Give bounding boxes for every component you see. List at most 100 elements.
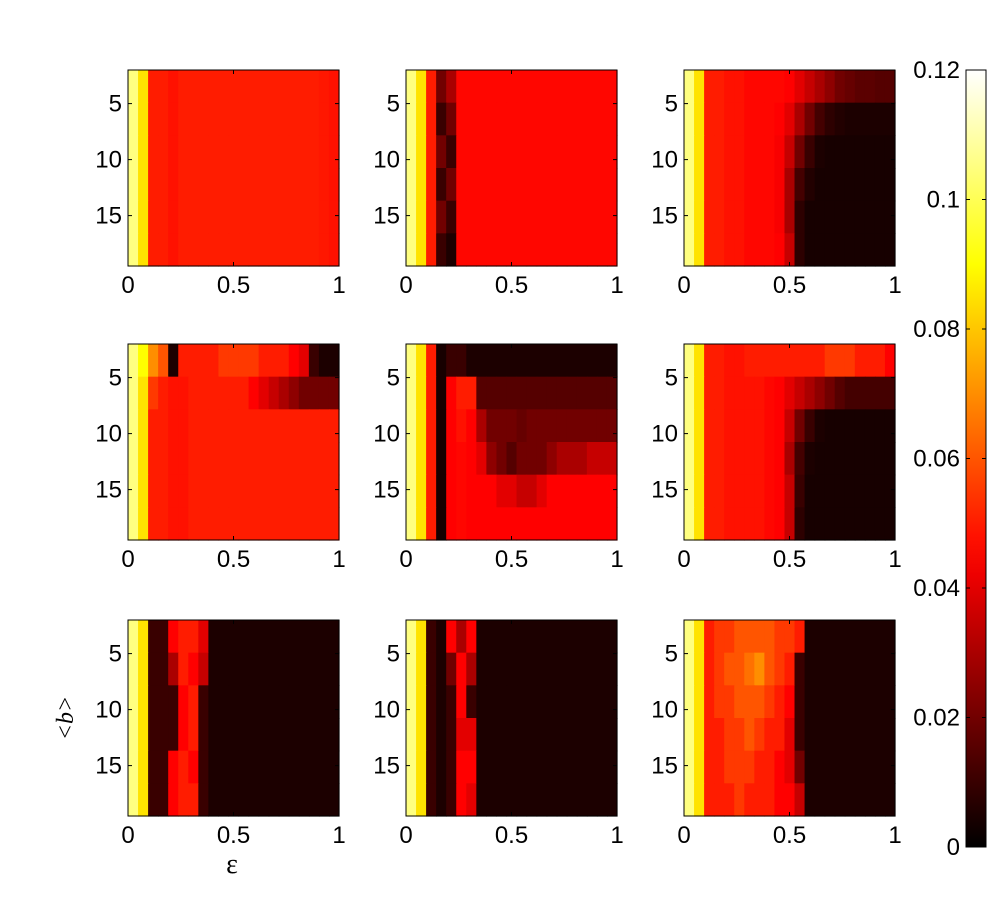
heatmap-cell — [794, 442, 806, 476]
heatmap-cell — [596, 135, 608, 169]
heatmap-cell — [198, 783, 209, 817]
heatmap-cell — [168, 652, 179, 686]
heatmap-cell — [704, 344, 715, 378]
heatmap-cell — [486, 376, 498, 410]
heatmap-cell — [228, 102, 240, 136]
heatmap-cell — [496, 200, 508, 234]
y-tick-label: 15 — [373, 203, 400, 230]
heatmap-cell — [298, 409, 310, 443]
heatmap-cell — [684, 344, 695, 378]
heatmap-cell — [576, 507, 588, 541]
heatmap-cell — [734, 442, 745, 476]
heatmap-cell — [178, 344, 189, 378]
heatmap-cell — [158, 718, 169, 752]
heatmap-cell — [824, 620, 836, 654]
heatmap-cell — [268, 102, 280, 136]
heatmap-cell — [278, 507, 290, 541]
heatmap-cell — [138, 102, 149, 136]
heatmap-cell — [784, 652, 796, 686]
heatmap-cell — [734, 135, 745, 169]
heatmap-cell — [814, 442, 826, 476]
heatmap-cell — [714, 200, 725, 234]
heatmap-cell — [724, 409, 735, 443]
heatmap-cell — [874, 783, 886, 817]
heatmap-cell — [704, 620, 715, 654]
heatmap-cell — [138, 200, 149, 234]
heatmap-cell — [426, 233, 437, 267]
heatmap-cell — [436, 70, 447, 104]
heatmap-cell — [576, 474, 588, 508]
heatmap-cell — [466, 168, 477, 202]
heatmap-cell — [248, 376, 260, 410]
y-tick-label: 10 — [651, 697, 678, 724]
heatmap-cell — [576, 750, 588, 784]
heatmap-cell — [486, 474, 498, 508]
heatmap-cell — [318, 70, 330, 104]
heatmap-cell — [158, 620, 169, 654]
heatmap-cell — [436, 652, 447, 686]
heatmap-cell — [516, 652, 528, 686]
y-tick-label: 5 — [665, 641, 678, 668]
heatmap-cell — [188, 474, 199, 508]
heatmap-cell — [416, 442, 427, 476]
heatmap-cell — [606, 102, 618, 136]
heatmap-cell — [704, 685, 715, 719]
heatmap-cell — [804, 70, 816, 104]
heatmap-cell — [178, 168, 189, 202]
heatmap-cell — [436, 507, 447, 541]
heatmap-cell — [288, 620, 300, 654]
heatmap-cell — [278, 409, 290, 443]
heatmap-cell — [774, 135, 786, 169]
heatmap-cell — [724, 474, 735, 508]
heatmap-cell — [198, 652, 209, 686]
heatmap-cell — [744, 70, 755, 104]
heatmap-cell — [536, 507, 548, 541]
heatmap-cell — [704, 652, 715, 686]
heatmap-cell — [158, 409, 169, 443]
heatmap-cell — [754, 652, 765, 686]
heatmap-cell — [436, 102, 447, 136]
heatmap-cell — [318, 507, 330, 541]
heatmap-cell — [168, 685, 179, 719]
heatmap-cell — [744, 200, 755, 234]
heatmap-cell — [834, 620, 846, 654]
heatmap-cell — [456, 344, 467, 378]
x-tick-label: 0 — [121, 546, 134, 573]
heatmap-cell — [228, 685, 240, 719]
heatmap-cell — [694, 135, 705, 169]
heatmap-cell — [268, 718, 280, 752]
heatmap-cell — [844, 783, 856, 817]
heatmap-cell — [486, 70, 498, 104]
heatmap-cell — [406, 70, 417, 104]
heatmap-cell — [426, 200, 437, 234]
heatmap-cell — [804, 652, 816, 686]
heatmap-cell — [248, 685, 260, 719]
heatmap-cell — [704, 376, 715, 410]
heatmap-cell — [734, 783, 745, 817]
heatmap-cell — [526, 233, 538, 267]
heatmap-cell — [148, 783, 159, 817]
heatmap-cell — [546, 102, 558, 136]
heatmap-cell — [446, 344, 457, 378]
heatmap-cell — [804, 750, 816, 784]
heatmap-cell — [784, 507, 796, 541]
heatmap-cell — [308, 344, 320, 378]
heatmap-cell — [446, 233, 457, 267]
heatmap-cell — [824, 102, 836, 136]
heatmap-cell — [466, 507, 477, 541]
heatmap-cell — [278, 200, 290, 234]
x-tick-label: 1 — [332, 546, 345, 573]
heatmap-cell — [308, 376, 320, 410]
heatmap-cell — [436, 233, 447, 267]
heatmap-cell — [248, 168, 260, 202]
heatmap-cell — [546, 233, 558, 267]
heatmap-cell — [238, 135, 250, 169]
heatmap-cell — [496, 233, 508, 267]
heatmap-cell — [496, 442, 508, 476]
heatmap-cell — [854, 474, 866, 508]
heatmap-cell — [566, 652, 578, 686]
heatmap-cell — [258, 507, 270, 541]
heatmap-cell — [456, 783, 467, 817]
heatmap-cell — [178, 70, 189, 104]
